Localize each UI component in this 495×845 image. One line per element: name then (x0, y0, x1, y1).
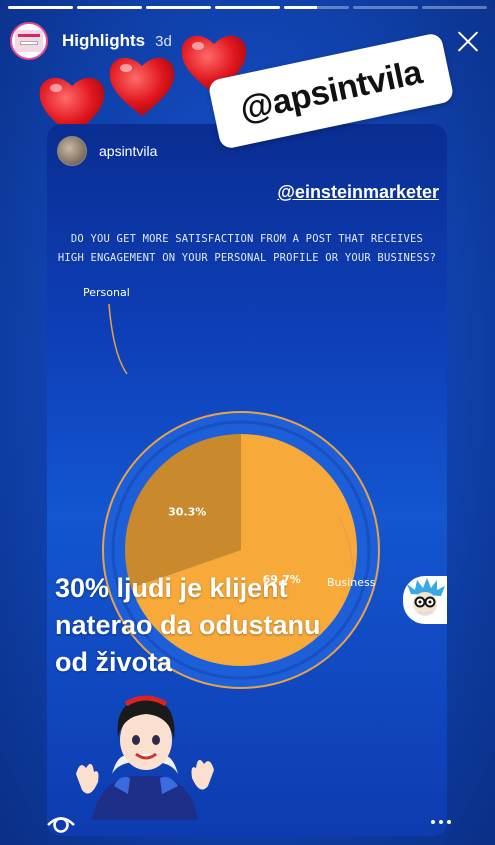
slice-value-label: 30.3% (168, 506, 206, 519)
story-age: 3d (155, 32, 172, 50)
eye-icon[interactable] (46, 808, 76, 838)
more-icon[interactable] (431, 814, 455, 830)
heart-icon (109, 57, 175, 116)
highlight-avatar[interactable] (10, 22, 48, 60)
progress-segment (215, 6, 280, 9)
source-mention[interactable]: @einsteinmarketer (277, 182, 439, 202)
callout-line (108, 303, 128, 375)
poll-question: DO YOU GET MORE SATISFACTION FROM A POST… (57, 233, 437, 264)
heart-icon (39, 77, 105, 136)
callout-line (338, 517, 354, 575)
author-username: apsintvila (99, 143, 158, 159)
progress-segment (77, 6, 142, 9)
headline-text: 30% ljudi je klijent naterao da odustanu… (55, 573, 321, 677)
close-icon[interactable] (453, 26, 483, 56)
progress-segment (8, 6, 73, 9)
slice-value-label: 69.7% (263, 573, 301, 586)
pie-ring-inner (111, 420, 371, 680)
progress-segment (422, 6, 487, 9)
author-avatar (57, 136, 87, 166)
princess-sticker (76, 695, 214, 820)
story-progress (8, 6, 487, 9)
progress-segment (284, 6, 349, 9)
pie-slice-business (131, 434, 357, 666)
pie-slice-personal (124, 434, 241, 588)
reposted-post[interactable]: apsintvila @einsteinmarketer DO YOU GET … (47, 124, 447, 836)
progress-segment (353, 6, 418, 9)
category-label: Business (327, 576, 376, 589)
progress-segment (146, 6, 211, 9)
highlight-title[interactable]: Highlights (62, 31, 146, 50)
post-author[interactable]: apsintvila (57, 136, 157, 166)
category-label: Personal (83, 286, 130, 299)
einstein-logo (403, 576, 447, 624)
story-header: Highlights 3d (10, 22, 485, 60)
pie-chart: 30.3% 69.7% Personal Business (47, 274, 447, 734)
